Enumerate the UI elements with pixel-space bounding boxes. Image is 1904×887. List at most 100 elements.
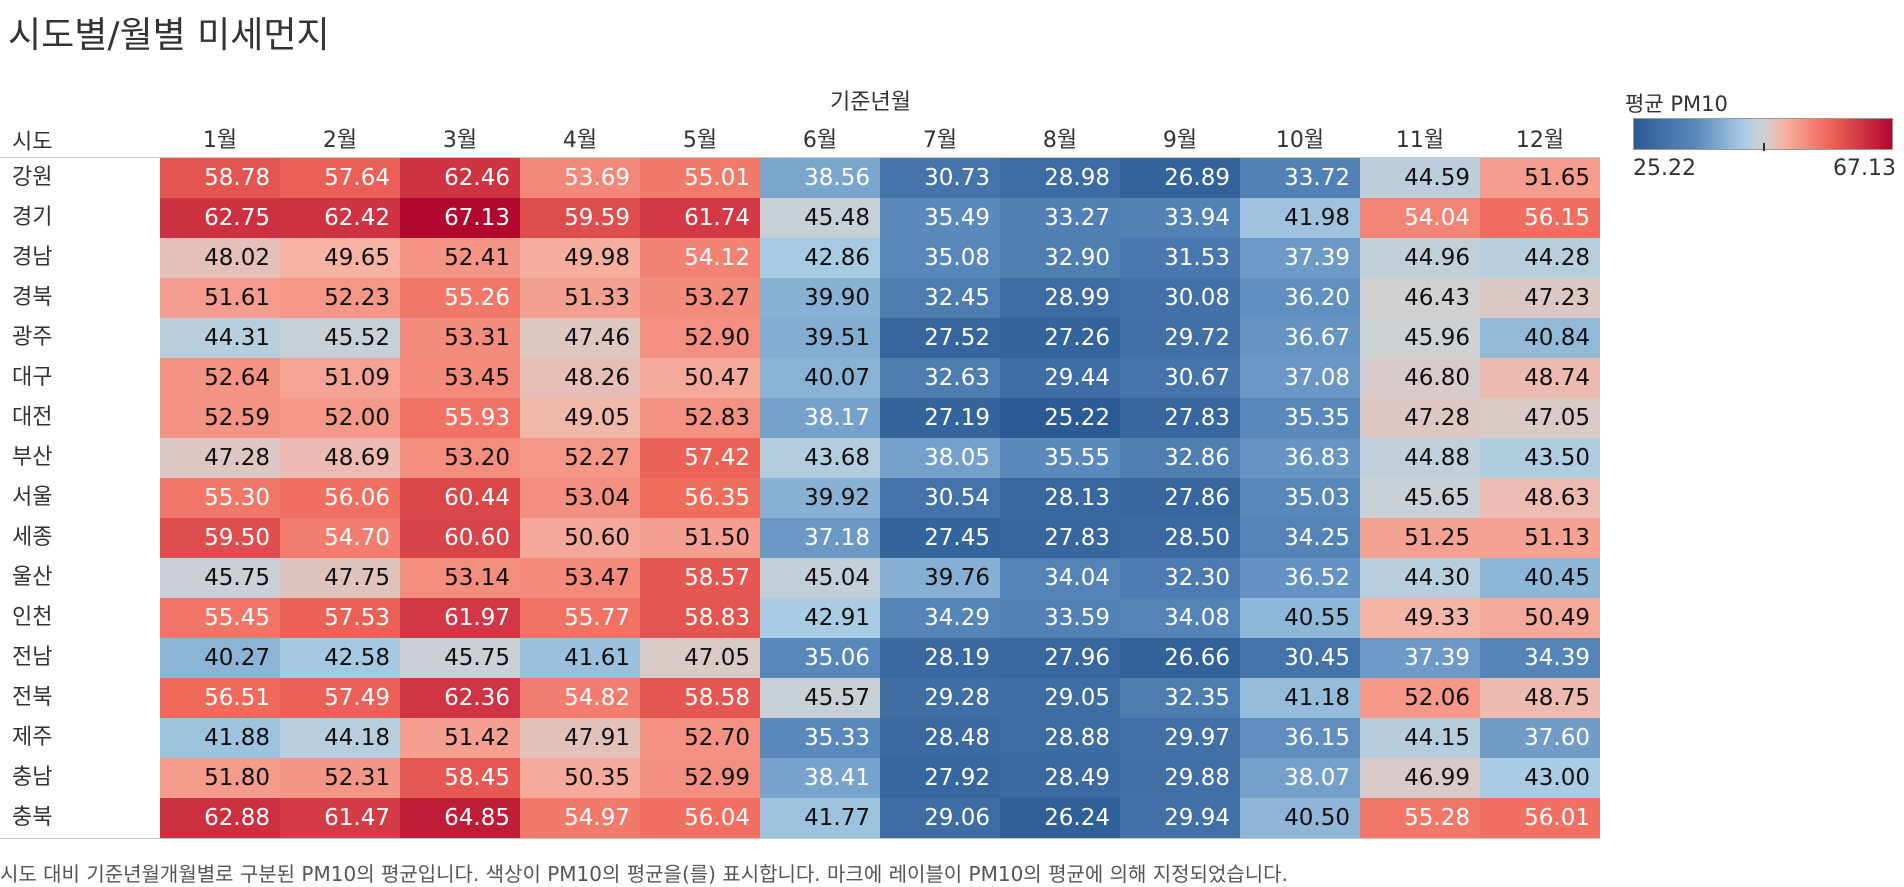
heatmap-cell: 45.75 [160, 558, 280, 598]
region-label: 인천 [12, 605, 53, 630]
heatmap-cell: 26.66 [1120, 638, 1240, 678]
heatmap-cell: 26.89 [1120, 158, 1240, 198]
heatmap-cell: 37.08 [1240, 358, 1360, 398]
heatmap-cell: 52.83 [640, 398, 760, 438]
month-label: 8월 [1042, 128, 1078, 153]
legend-midpoint-tick [1763, 143, 1765, 151]
heatmap-cell: 33.27 [1000, 198, 1120, 238]
heatmap-cell: 52.41 [400, 238, 520, 278]
heatmap-cell: 32.45 [880, 278, 1000, 318]
heatmap-cell: 52.64 [160, 358, 280, 398]
heatmap-cell: 55.93 [400, 398, 520, 438]
heatmap-cell: 33.94 [1120, 198, 1240, 238]
heatmap-cell: 51.61 [160, 278, 280, 318]
heatmap-cell: 41.88 [160, 718, 280, 758]
heatmap-cell: 53.47 [520, 558, 640, 598]
heatmap-cell: 32.90 [1000, 238, 1120, 278]
region-label: 전북 [12, 685, 53, 710]
month-label: 4월 [562, 128, 598, 153]
heatmap-cell: 37.18 [760, 518, 880, 558]
month-label: 3월 [442, 128, 478, 153]
heatmap-cell: 35.06 [760, 638, 880, 678]
heatmap-cell: 57.64 [280, 158, 400, 198]
heatmap-cell: 32.35 [1120, 678, 1240, 718]
heatmap-cell: 34.04 [1000, 558, 1120, 598]
region-label: 경기 [12, 205, 53, 230]
heatmap-cell: 38.41 [760, 758, 880, 798]
heatmap-cell: 36.15 [1240, 718, 1360, 758]
region-label: 울산 [12, 565, 53, 590]
heatmap-cell: 27.52 [880, 318, 1000, 358]
heatmap-cell: 28.48 [880, 718, 1000, 758]
heatmap-cell: 28.50 [1120, 518, 1240, 558]
heatmap-cell: 28.13 [1000, 478, 1120, 518]
heatmap-cell: 29.28 [880, 678, 1000, 718]
heatmap-cell: 33.72 [1240, 158, 1360, 198]
heatmap-cell: 43.50 [1480, 438, 1600, 478]
header-divider [0, 157, 1600, 158]
heatmap-cell: 43.00 [1480, 758, 1600, 798]
heatmap-cell: 29.44 [1000, 358, 1120, 398]
heatmap-cell: 54.97 [520, 798, 640, 838]
heatmap-cell: 43.68 [760, 438, 880, 478]
heatmap-cell: 52.31 [280, 758, 400, 798]
heatmap-cell: 30.54 [880, 478, 1000, 518]
heatmap-cell: 44.18 [280, 718, 400, 758]
heatmap-cell: 61.74 [640, 198, 760, 238]
heatmap-cell: 44.88 [1360, 438, 1480, 478]
heatmap-cell: 55.30 [160, 478, 280, 518]
heatmap-cell: 48.02 [160, 238, 280, 278]
month-label: 7월 [922, 128, 958, 153]
heatmap-cell: 48.75 [1480, 678, 1600, 718]
heatmap-cell: 36.83 [1240, 438, 1360, 478]
heatmap-cell: 51.50 [640, 518, 760, 558]
heatmap-cell: 41.61 [520, 638, 640, 678]
heatmap-cell: 47.28 [1360, 398, 1480, 438]
heatmap-cell: 37.39 [1240, 238, 1360, 278]
heatmap-cell: 52.90 [640, 318, 760, 358]
region-label: 제주 [12, 725, 53, 750]
region-label: 충북 [12, 805, 53, 830]
region-label: 세종 [12, 525, 53, 550]
heatmap-cell: 26.24 [1000, 798, 1120, 838]
heatmap-cell: 40.07 [760, 358, 880, 398]
month-header-row: 1월 2월 3월 4월 5월 6월 7월 8월 9월 10월 11월 12월 [160, 122, 1600, 153]
heatmap-cell: 52.27 [520, 438, 640, 478]
heatmap-cell: 58.83 [640, 598, 760, 638]
heatmap-cell: 54.82 [520, 678, 640, 718]
month-label: 6월 [802, 128, 838, 153]
heatmap-cell: 50.60 [520, 518, 640, 558]
month-label: 10월 [1275, 128, 1325, 153]
heatmap-cell: 48.26 [520, 358, 640, 398]
heatmap-cell: 58.45 [400, 758, 520, 798]
heatmap-cell: 41.18 [1240, 678, 1360, 718]
heatmap-cell: 40.45 [1480, 558, 1600, 598]
heatmap-cell: 55.45 [160, 598, 280, 638]
heatmap-cell: 39.51 [760, 318, 880, 358]
heatmap-cell: 33.59 [1000, 598, 1120, 638]
heatmap-cell: 29.97 [1120, 718, 1240, 758]
heatmap-cell: 28.98 [1000, 158, 1120, 198]
heatmap-cell: 27.26 [1000, 318, 1120, 358]
heatmap-cell: 29.06 [880, 798, 1000, 838]
heatmap-cell: 29.72 [1120, 318, 1240, 358]
heatmap-cell: 50.47 [640, 358, 760, 398]
heatmap-cell: 38.17 [760, 398, 880, 438]
heatmap-cell: 27.19 [880, 398, 1000, 438]
bottom-divider [0, 838, 1600, 839]
column-group-label: 기준년월 [830, 90, 911, 115]
chart-title: 시도별/월별 미세먼지 [8, 15, 330, 56]
heatmap-cell: 62.75 [160, 198, 280, 238]
heatmap-cell: 27.92 [880, 758, 1000, 798]
month-label: 1월 [202, 128, 238, 153]
heatmap-cell: 52.23 [280, 278, 400, 318]
heatmap-cell: 56.51 [160, 678, 280, 718]
heatmap-cell: 62.42 [280, 198, 400, 238]
heatmap-cell: 39.76 [880, 558, 1000, 598]
heatmap-cell: 48.74 [1480, 358, 1600, 398]
heatmap-cell: 44.31 [160, 318, 280, 358]
heatmap-cell: 27.83 [1000, 518, 1120, 558]
heatmap-cell: 50.35 [520, 758, 640, 798]
heatmap-cell: 54.12 [640, 238, 760, 278]
heatmap-cell: 36.20 [1240, 278, 1360, 318]
